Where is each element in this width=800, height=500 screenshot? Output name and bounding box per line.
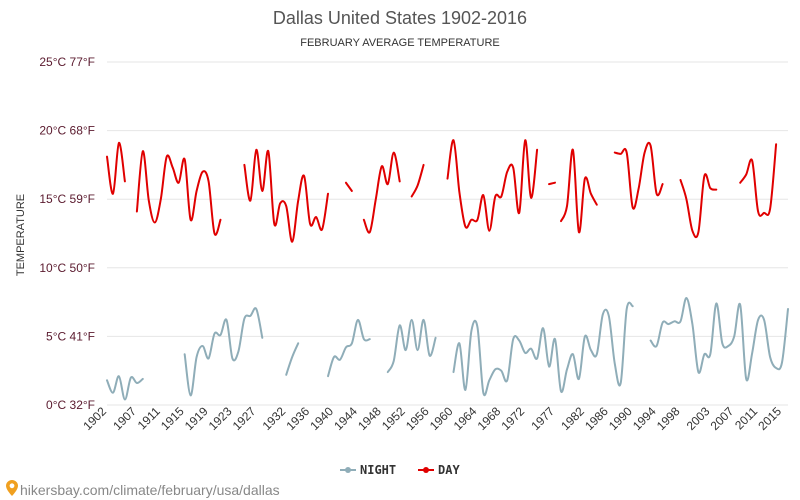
x-tick-label: 1968 bbox=[475, 404, 504, 433]
x-tick-label: 1923 bbox=[206, 404, 235, 433]
y-tick-label: 10°C 50°F bbox=[39, 261, 95, 275]
legend-label: NIGHT bbox=[360, 463, 396, 477]
night-line-segment bbox=[386, 318, 437, 374]
x-tick-label: 1982 bbox=[558, 404, 587, 433]
night-line-segment bbox=[285, 342, 300, 376]
y-tick-label: 5°C 41°F bbox=[46, 329, 95, 343]
x-tick-label: 1948 bbox=[355, 404, 384, 433]
x-tick-label: 1952 bbox=[379, 404, 408, 433]
x-tick-label: 1972 bbox=[498, 404, 527, 433]
day-line-segment bbox=[560, 148, 598, 234]
day-line-segment bbox=[344, 181, 353, 192]
location-pin-icon bbox=[6, 480, 18, 496]
x-tick-label: 1990 bbox=[606, 404, 635, 433]
series-day bbox=[106, 139, 778, 243]
x-tick-label: 1977 bbox=[528, 404, 557, 433]
x-tick-label: 1998 bbox=[654, 404, 683, 433]
night-line-segment bbox=[327, 318, 371, 378]
x-tick-label: 1932 bbox=[260, 404, 289, 433]
footer-credit[interactable]: hikersbay.com/climate/february/usa/dalla… bbox=[6, 480, 280, 498]
legend-marker bbox=[345, 467, 351, 473]
x-tick-label: 1907 bbox=[110, 404, 139, 433]
legend-marker bbox=[423, 467, 429, 473]
x-tick-label: 1960 bbox=[427, 404, 456, 433]
legend[interactable]: NIGHT DAY bbox=[340, 463, 460, 477]
day-line-segment bbox=[243, 148, 329, 243]
night-line-segment bbox=[452, 301, 634, 397]
legend-item-night[interactable]: NIGHT bbox=[340, 463, 396, 477]
x-tick-label: 1915 bbox=[158, 404, 187, 433]
chart-title: Dallas United States 1902-2016 bbox=[273, 8, 527, 28]
series-night bbox=[106, 296, 789, 401]
x-tick-label: 1944 bbox=[331, 404, 360, 433]
x-tick-label: 2007 bbox=[708, 404, 737, 433]
x-tick-label: 1940 bbox=[307, 404, 336, 433]
day-line-segment bbox=[135, 150, 222, 236]
x-tick-label: 2003 bbox=[684, 404, 713, 433]
night-line-segment bbox=[106, 375, 144, 401]
y-tick-label: 20°C 68°F bbox=[39, 124, 95, 138]
x-tick-label: 1986 bbox=[582, 404, 611, 433]
day-line-segment bbox=[739, 143, 778, 217]
x-tick-label: 1927 bbox=[230, 404, 259, 433]
y-ticks: 0°C 32°F 5°C 41°F 10°C 50°F 15°C 59°F 20°C 6… bbox=[39, 55, 95, 412]
day-line-segment bbox=[362, 151, 401, 234]
day-line-segment bbox=[679, 173, 718, 239]
legend-label: DAY bbox=[438, 463, 460, 477]
night-line-segment bbox=[649, 296, 789, 382]
x-tick-label: 2011 bbox=[732, 404, 760, 432]
x-tick-label: 1919 bbox=[182, 404, 211, 433]
y-tick-label: 25°C 77°F bbox=[39, 55, 95, 69]
x-tick-label: 1936 bbox=[283, 404, 312, 433]
night-line-segment bbox=[183, 307, 264, 397]
legend-item-day[interactable]: DAY bbox=[418, 463, 460, 477]
day-line-segment bbox=[410, 163, 425, 198]
credit-link[interactable]: hikersbay.com/climate/february/usa/dalla… bbox=[20, 482, 280, 498]
x-tick-label: 1911 bbox=[135, 404, 163, 432]
y-tick-label: 15°C 59°F bbox=[39, 192, 95, 206]
day-line-segment bbox=[613, 141, 664, 210]
x-tick-label: 2015 bbox=[755, 404, 784, 433]
x-tick-label: 1964 bbox=[451, 404, 480, 433]
day-line-segment bbox=[106, 141, 126, 195]
y-axis-label: TEMPERATURE bbox=[15, 194, 27, 276]
x-tick-label: 1956 bbox=[403, 404, 432, 433]
day-line-segment bbox=[548, 181, 556, 186]
chart-subtitle: FEBRUARY AVERAGE TEMPERATURE bbox=[300, 37, 499, 49]
x-tick-label: 1994 bbox=[630, 404, 659, 433]
grid bbox=[107, 61, 788, 406]
y-tick-label: 0°C 32°F bbox=[46, 398, 95, 412]
day-line-segment bbox=[446, 139, 539, 232]
series-layer bbox=[106, 139, 789, 401]
